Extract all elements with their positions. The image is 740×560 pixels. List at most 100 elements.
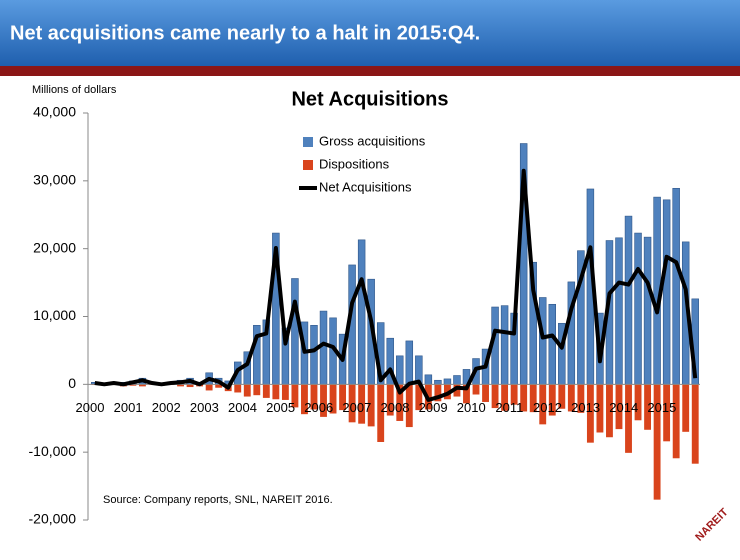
- bar: [615, 237, 623, 385]
- bar: [500, 305, 509, 385]
- bar: [377, 384, 385, 442]
- bar: [501, 384, 509, 411]
- bar: [596, 384, 604, 433]
- bar: [405, 340, 414, 385]
- x-tick-label: 2013: [571, 400, 600, 415]
- bar: [558, 384, 566, 409]
- bar: [262, 384, 270, 398]
- bar: [634, 232, 642, 385]
- y-tick-label: 30,000: [33, 172, 76, 188]
- bar: [301, 384, 308, 415]
- bar: [548, 303, 556, 385]
- bar: [291, 384, 299, 408]
- header-band: [0, 0, 740, 66]
- bar: [291, 278, 299, 385]
- bar: [234, 384, 242, 393]
- bar: [643, 236, 652, 385]
- bar: [606, 384, 613, 438]
- y-tick-label: 10,000: [33, 307, 76, 323]
- bar: [491, 384, 499, 409]
- x-tick-label: 2004: [228, 400, 257, 415]
- x-tick-label: 2014: [609, 400, 638, 415]
- bar: [272, 384, 280, 400]
- bar: [539, 384, 547, 425]
- bar: [339, 384, 347, 411]
- y-tick-label: 0: [68, 375, 76, 391]
- bar: [215, 384, 223, 388]
- bar: [463, 384, 470, 404]
- legend-label: Gross acquisitions: [319, 133, 426, 148]
- bar: [482, 384, 489, 402]
- source-note: Source: Company reports, SNL, NAREIT 201…: [103, 494, 333, 506]
- bar: [634, 384, 642, 421]
- bar: [138, 384, 146, 387]
- bar: [653, 384, 661, 500]
- bar: [691, 384, 699, 464]
- x-tick-label: 2005: [266, 400, 295, 415]
- bar: [357, 239, 366, 385]
- bar: [453, 375, 461, 385]
- bar: [310, 384, 318, 410]
- bar: [586, 384, 594, 443]
- x-tick-label: 2006: [304, 400, 333, 415]
- bar: [529, 384, 537, 413]
- bar: [472, 384, 480, 395]
- bar: [281, 384, 289, 400]
- bar: [662, 199, 671, 385]
- bar: [672, 187, 680, 385]
- bar: [453, 384, 461, 397]
- x-tick-label: 2007: [342, 400, 371, 415]
- y-tick-label: 40,000: [33, 104, 76, 120]
- bar: [186, 384, 194, 388]
- bar: [434, 379, 442, 385]
- bar: [367, 384, 375, 427]
- bar: [615, 384, 623, 430]
- bar: [129, 384, 137, 386]
- bar: [510, 384, 518, 405]
- x-tick-label: 2000: [76, 400, 105, 415]
- x-tick-label: 2008: [381, 400, 410, 415]
- bar: [443, 378, 452, 385]
- bar: [548, 384, 556, 416]
- bar: [577, 384, 585, 413]
- bar: [672, 384, 680, 459]
- x-tick-label: 2003: [190, 400, 219, 415]
- bar: [424, 374, 433, 385]
- y-tick-label: -10,000: [29, 443, 77, 459]
- x-tick-label: 2015: [647, 400, 676, 415]
- legend-swatch: [303, 137, 313, 147]
- bar: [177, 384, 184, 387]
- line: [94, 168, 698, 402]
- bar: [415, 384, 423, 411]
- bar: [253, 384, 261, 396]
- bar: [682, 384, 690, 432]
- y-tick-label: 20,000: [33, 239, 76, 255]
- bar: [358, 384, 366, 424]
- bar: [396, 355, 404, 385]
- bar: [243, 384, 251, 397]
- chart-title: Net Acquisitions: [291, 88, 448, 110]
- bar: [625, 384, 632, 453]
- legend-label: Net Acquisitions: [319, 179, 412, 194]
- bar: [310, 325, 318, 385]
- bar: [539, 297, 547, 385]
- x-tick-label: 2002: [152, 400, 181, 415]
- bar: [205, 384, 213, 391]
- header-stripe: [0, 66, 740, 76]
- bar: [405, 384, 413, 428]
- bar: [320, 384, 327, 417]
- bar: [348, 384, 356, 423]
- bar: [520, 384, 528, 412]
- x-tick-label: 2009: [419, 400, 448, 415]
- slide-title: Net acquisitions came nearly to a halt i…: [10, 22, 480, 44]
- bar: [663, 384, 671, 442]
- plot: -20,000 -10,000 0 10,000 20,000 30,000 40,000 2…: [29, 104, 700, 527]
- legend-swatch: [303, 160, 313, 170]
- x-tick-label: 2001: [114, 400, 143, 415]
- bar: [434, 384, 442, 402]
- bar: [329, 384, 337, 414]
- y-axis-label: Millions of dollars: [32, 84, 117, 96]
- bar: [644, 384, 652, 430]
- bar: [624, 215, 633, 385]
